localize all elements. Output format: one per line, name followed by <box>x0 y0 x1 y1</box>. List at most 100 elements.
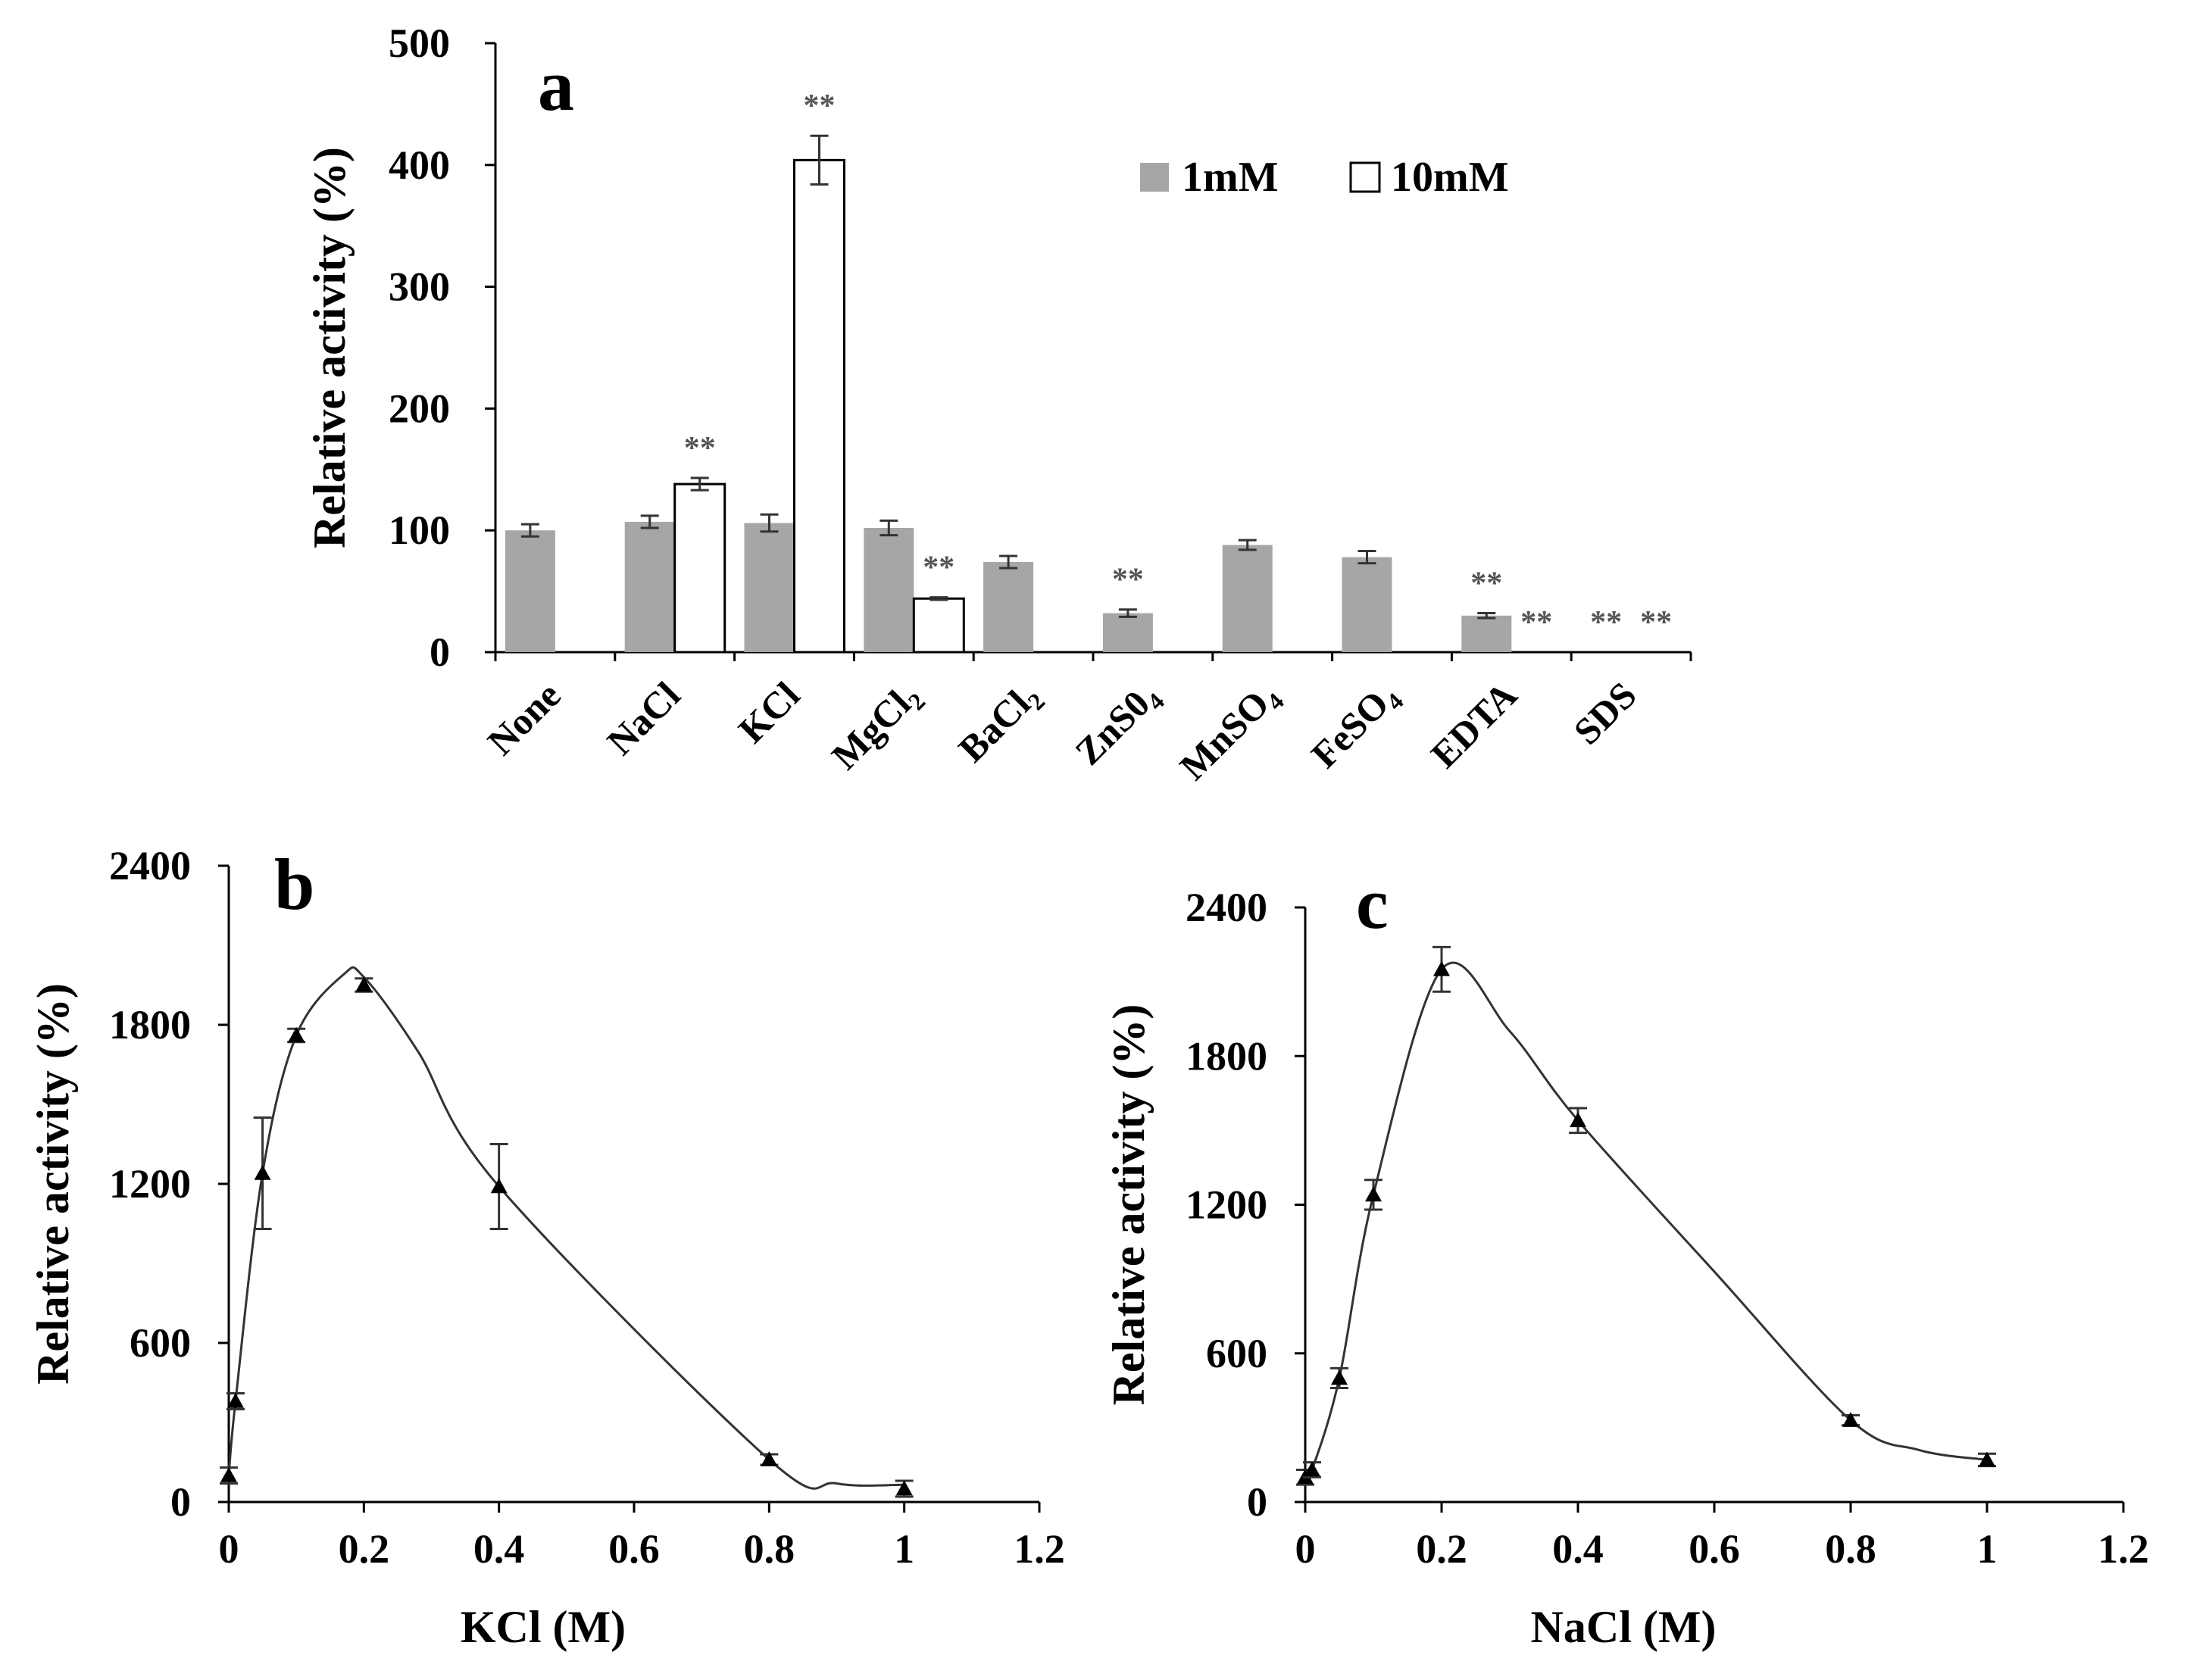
y-tick-label: 1800 <box>1186 1033 1267 1079</box>
bar-10mM-MgCl2 <box>912 597 965 654</box>
y-tick-label: 200 <box>389 386 450 431</box>
x-tick-label: 0.4 <box>1552 1526 1604 1572</box>
data-point-NaCl-1 <box>1979 1451 1995 1467</box>
x-category-label-SDS: SDS <box>1565 673 1644 752</box>
series-line-NaCl <box>1304 961 1988 1481</box>
bar-1mM-None <box>505 530 555 652</box>
category-base-text: MnSO <box>1171 682 1277 788</box>
panel-b-kcl-line-chart: 0 600 1200 1800 2400 0 0.2 0.4 0.6 0.8 1 1.2 KCl (M)… <box>28 843 1065 1652</box>
x-category-label-KCl: KCl <box>730 673 808 751</box>
panel-a-bar-chart: 0 100 200 300 400 500 None ** NaCl ** KCl ** MgCl2 Ba… <box>305 20 1692 791</box>
significance-1mM-SDS: ** <box>1590 605 1622 640</box>
data-point-NaCl-0.05 <box>1331 1369 1348 1385</box>
bar-1mM-MnSO4 <box>1222 545 1273 652</box>
y-tick-label: 1200 <box>1186 1182 1267 1228</box>
bar-1mM-NaCl <box>624 521 675 652</box>
x-tick-label: 0.8 <box>744 1526 795 1572</box>
x-axis-title: KCl (M) <box>461 1602 626 1652</box>
y-tick-label: 0 <box>170 1479 191 1525</box>
x-tick-label: 1.2 <box>2098 1526 2149 1572</box>
data-point-NaCl-0.01 <box>1304 1461 1320 1477</box>
x-category-label-FeSO4: FeSO4 <box>1303 673 1409 779</box>
x-category-label-ZnS04: ZnS04 <box>1067 673 1170 776</box>
panel-label-a: a <box>538 45 574 126</box>
y-axis-title: Relative activity (%) <box>1104 1004 1154 1406</box>
category-base-text: EDTA <box>1423 673 1525 776</box>
x-tick-label: 0.2 <box>1416 1526 1467 1572</box>
legend-swatch-10mM <box>1349 161 1381 193</box>
significance-1mM-EDTA: ** <box>1470 567 1502 601</box>
series-line-KCl <box>227 966 904 1490</box>
y-tick-label: 1200 <box>109 1161 191 1207</box>
x-tick-label: 0.6 <box>1689 1526 1740 1572</box>
y-axis-title: Relative activity (%) <box>305 147 355 548</box>
legend-label-10mM: 10mM <box>1391 154 1509 201</box>
data-point-KCl-0 <box>220 1467 237 1482</box>
significance-10mM-EDTA: ** <box>1520 605 1552 640</box>
category-base-text: NaCl <box>598 673 688 763</box>
category-base-text: SDS <box>1565 673 1644 752</box>
y-tick-label: 0 <box>1247 1479 1267 1525</box>
panel-label-b: b <box>274 844 314 925</box>
data-point-KCl-0.2 <box>355 976 373 992</box>
y-tick-label: 0 <box>430 629 450 675</box>
x-category-label-MnSO4: MnSO4 <box>1171 673 1289 791</box>
x-tick-label: 0 <box>219 1526 239 1572</box>
significance-10mM-KCl: ** <box>804 89 836 123</box>
bar-1mM-ZnS04 <box>1102 613 1153 652</box>
data-point-KCl-0.01 <box>227 1393 244 1408</box>
category-base-text: KCl <box>730 673 808 751</box>
bar-1mM-FeSO4 <box>1342 557 1392 652</box>
significance-10mM-NaCl: ** <box>684 431 716 466</box>
bar-10mM-NaCl <box>673 482 726 654</box>
x-category-label-None: None <box>480 673 569 763</box>
data-point-KCl-0.8 <box>761 1451 778 1466</box>
x-category-label-MgCl2: MgCl2 <box>823 673 931 781</box>
data-point-KCl-1 <box>895 1480 913 1496</box>
significance-1mM-ZnS04: ** <box>1112 563 1144 598</box>
y-tick-label: 100 <box>389 507 450 553</box>
y-tick-label: 600 <box>1206 1331 1267 1376</box>
panel-label-c: c <box>1356 863 1389 944</box>
x-tick-label: 1 <box>1977 1526 1998 1572</box>
bar-10mM-KCl <box>793 158 845 654</box>
data-point-KCl-0.1 <box>288 1027 305 1042</box>
x-tick-label: 0 <box>1295 1526 1316 1572</box>
data-point-KCl-0.4 <box>490 1178 508 1194</box>
x-tick-label: 1 <box>894 1526 914 1572</box>
y-tick-label: 2400 <box>1186 885 1267 930</box>
bar-1mM-KCl <box>744 523 795 652</box>
y-tick-label: 500 <box>389 20 450 66</box>
data-point-NaCl-0.4 <box>1570 1112 1586 1128</box>
data-point-NaCl-0.1 <box>1365 1186 1382 1202</box>
y-tick-label: 400 <box>389 142 450 188</box>
y-tick-label: 1800 <box>109 1002 191 1048</box>
data-point-KCl-0.05 <box>254 1165 271 1180</box>
y-tick-label: 2400 <box>109 843 191 888</box>
x-axis-title: NaCl (M) <box>1531 1602 1717 1652</box>
x-category-label-BaCl2: BaCl2 <box>950 673 1050 773</box>
y-tick-label: 600 <box>130 1320 191 1366</box>
bar-1mM-MgCl2 <box>864 527 914 652</box>
x-tick-label: 1.2 <box>1014 1526 1065 1572</box>
x-category-label-EDTA: EDTA <box>1423 673 1525 776</box>
legend-label-1mM: 1mM <box>1182 154 1279 201</box>
x-tick-label: 0.8 <box>1825 1526 1876 1572</box>
panel-c-nacl-line-chart: 0 600 1200 1800 2400 0 0.2 0.4 0.6 0.8 1 1.2 NaCl (M… <box>1104 863 2149 1652</box>
y-tick-label: 300 <box>389 264 450 310</box>
legend: 1mM 10mM <box>1140 154 1509 201</box>
y-axis-title: Relative activity (%) <box>28 983 78 1385</box>
category-base-text: None <box>480 673 569 763</box>
x-tick-label: 0.2 <box>339 1526 390 1572</box>
significance-10mM-SDS: ** <box>1640 605 1672 640</box>
x-tick-label: 0.4 <box>473 1526 525 1572</box>
bar-1mM-BaCl2 <box>983 562 1034 652</box>
data-point-NaCl-0.2 <box>1433 960 1450 976</box>
x-category-label-NaCl: NaCl <box>598 673 688 763</box>
legend-swatch-1mM <box>1140 163 1169 192</box>
bar-1mM-EDTA <box>1461 615 1512 652</box>
x-tick-label: 0.6 <box>608 1526 660 1572</box>
significance-10mM-MgCl2: ** <box>923 551 954 586</box>
data-point-NaCl-0.8 <box>1842 1412 1859 1427</box>
